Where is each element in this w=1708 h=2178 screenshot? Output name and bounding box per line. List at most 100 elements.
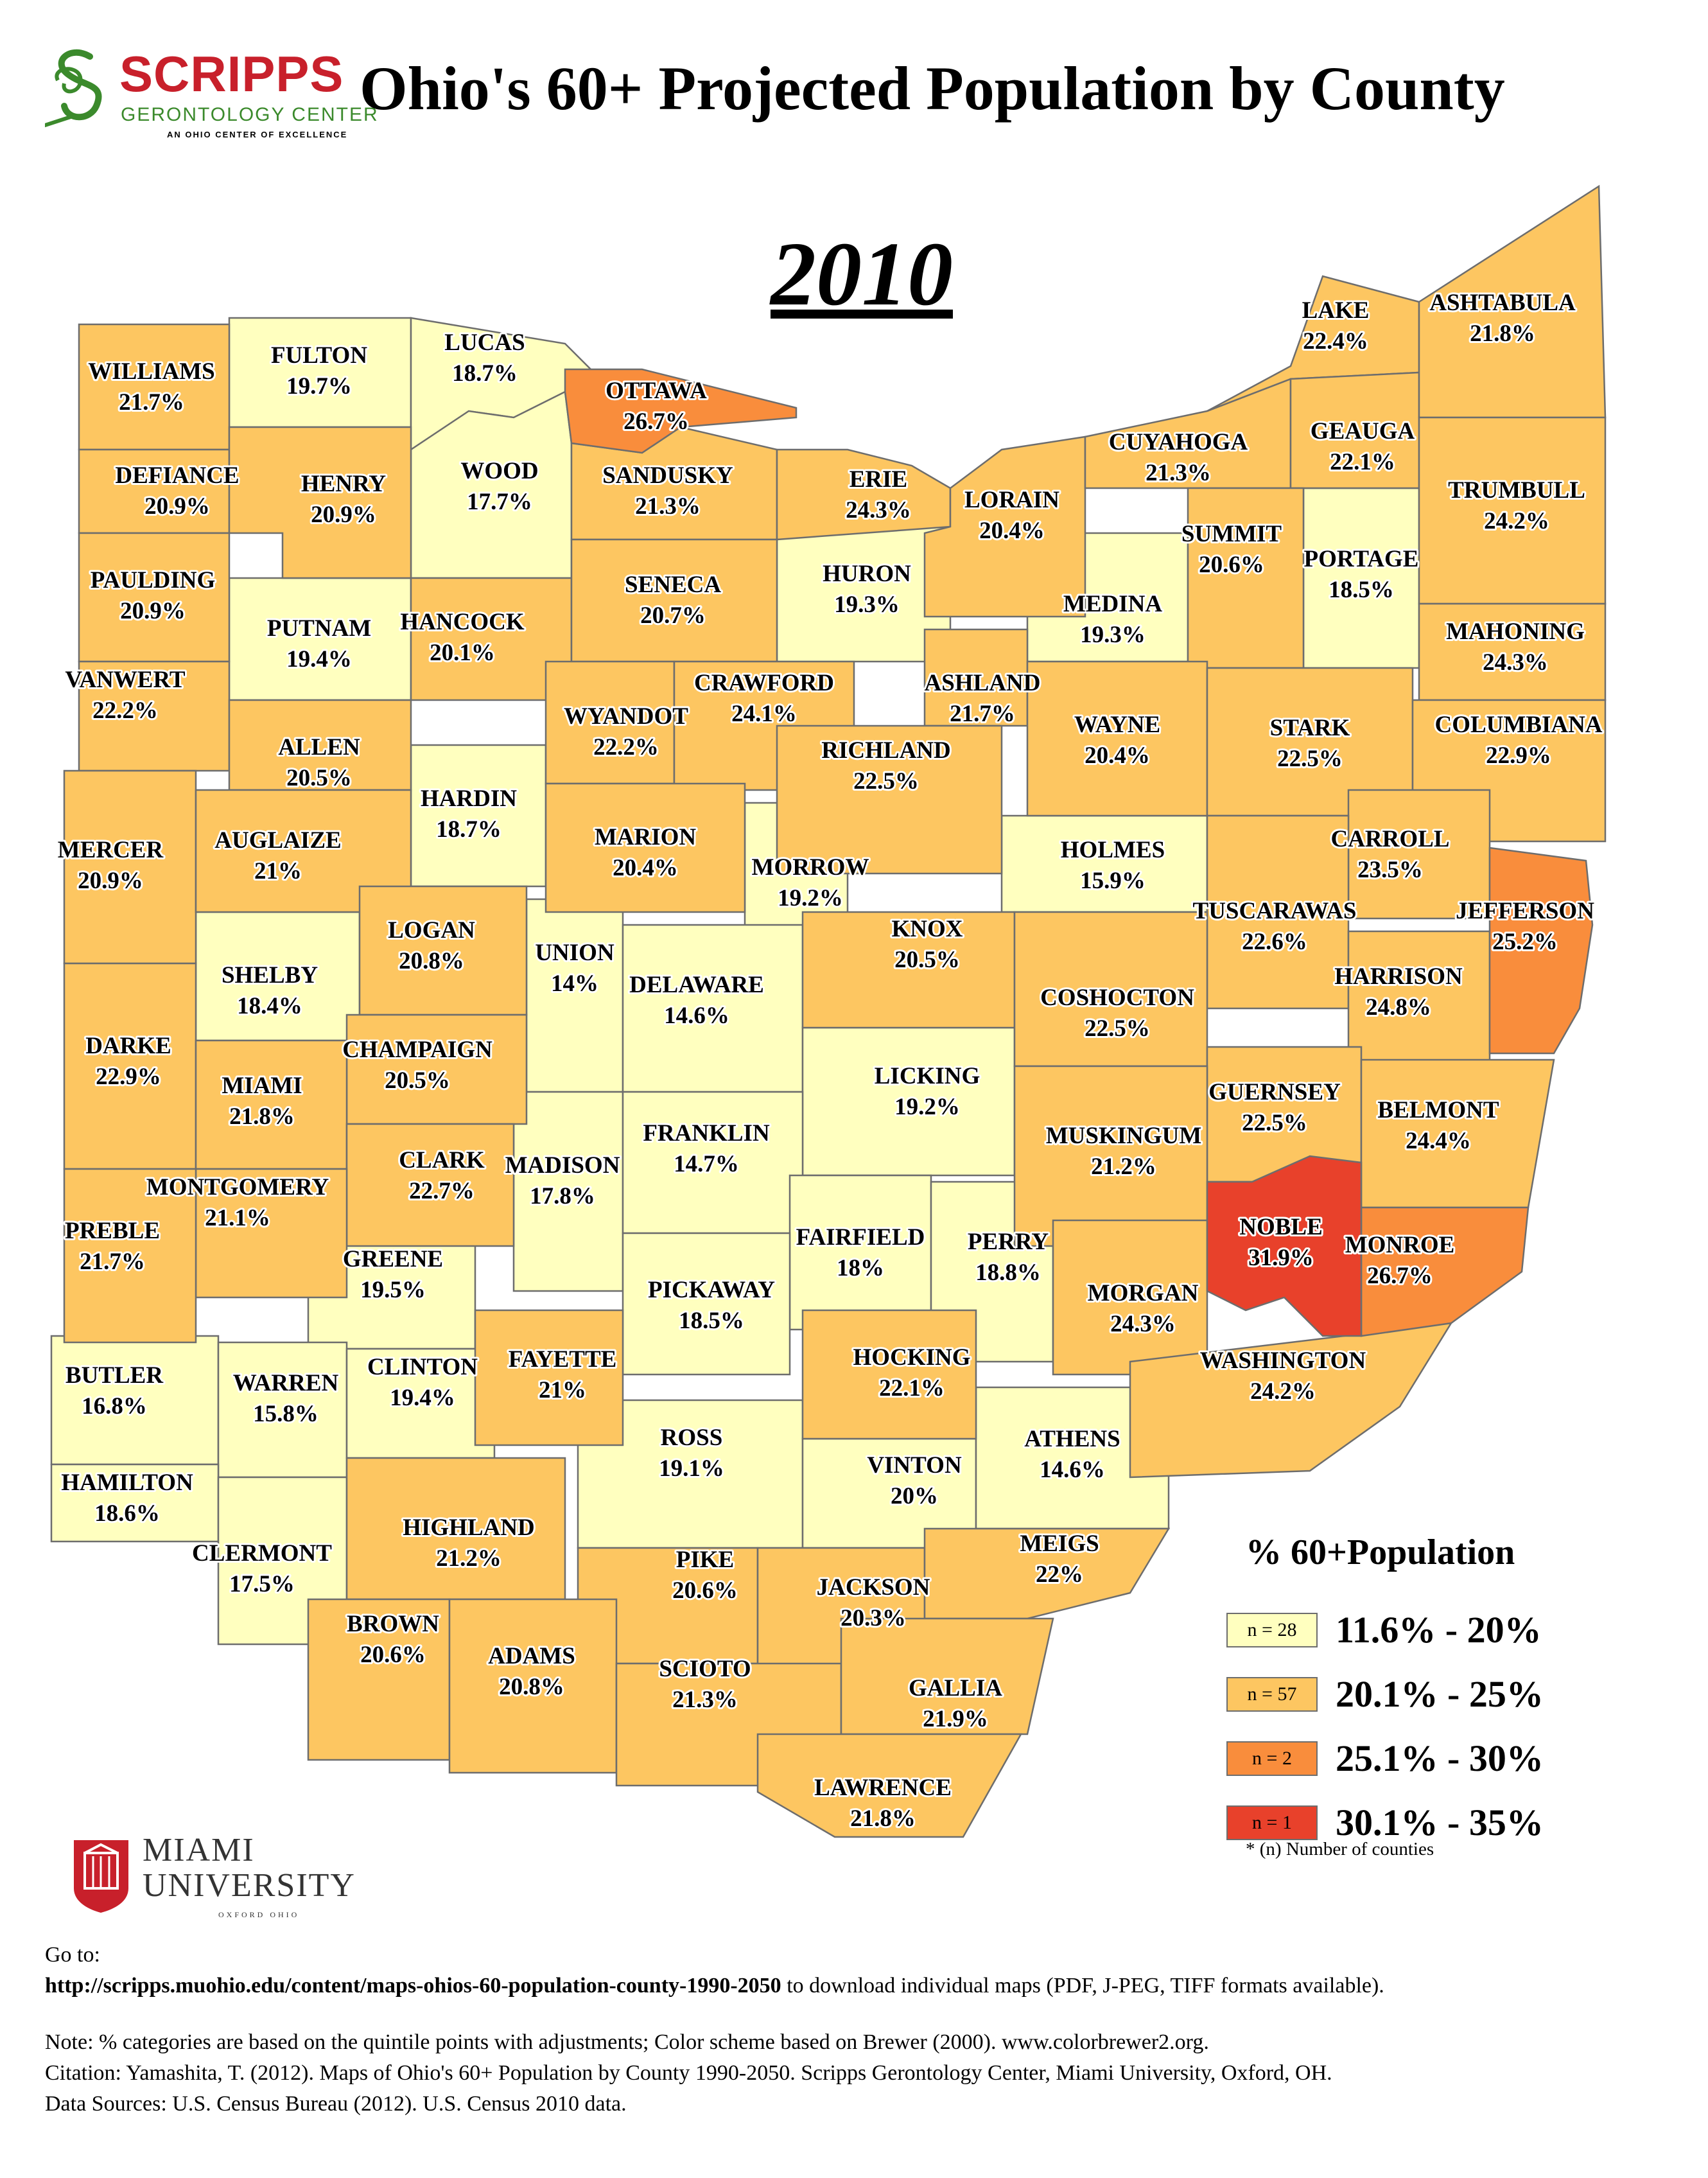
county-richland — [776, 725, 1003, 875]
county-name-label: RICHLAND — [821, 737, 950, 764]
county-value-label: 20.9% — [78, 868, 143, 894]
legend-range: 30.1% - 35% — [1336, 1802, 1544, 1843]
county-jefferson — [1488, 847, 1594, 1055]
county-value-label: 20.5% — [286, 765, 352, 791]
scripps-swirl-icon — [45, 49, 102, 127]
county-williams — [78, 323, 231, 451]
map-title: Ohio's 60+ Projected Population by Count… — [360, 54, 1505, 123]
county-name-label: UNION — [535, 940, 614, 966]
footer-sources: Data Sources: U.S. Census Bureau (2012).… — [45, 2092, 627, 2116]
county-name-label: WAYNE — [1074, 712, 1160, 738]
county-name-label: CLERMONT — [192, 1540, 332, 1567]
county-value-label: 17.8% — [530, 1183, 595, 1209]
county-summit — [1187, 487, 1305, 669]
county-meigs — [923, 1527, 1171, 1620]
legend-swatch: n = 57 — [1226, 1677, 1318, 1712]
county-name-label: SENECA — [625, 572, 721, 598]
county-name-label: BROWN — [347, 1611, 439, 1637]
county-wayne — [1026, 660, 1208, 817]
county-value-label: 20.5% — [894, 947, 960, 973]
county-value-label: 22.1% — [1330, 449, 1395, 475]
county-name-label: MERCER — [58, 837, 164, 863]
county-name-label: PICKAWAY — [648, 1277, 775, 1303]
county-value-label: 20.1% — [430, 640, 495, 666]
county-name-label: JACKSON — [817, 1574, 930, 1601]
county-value-label: 15.9% — [1080, 868, 1146, 894]
county-value-label: 18.7% — [452, 360, 518, 387]
footer-note: Note: % categories are based on the quin… — [45, 2030, 1209, 2054]
county-value-label: 17.5% — [229, 1571, 295, 1597]
county-value-label: 22.2% — [593, 734, 659, 760]
county-name-label: BELMONT — [1377, 1097, 1499, 1123]
county-name-label: ROSS — [661, 1425, 723, 1451]
county-name-label: HAMILTON — [61, 1470, 193, 1496]
county-value-label: 21.3% — [635, 493, 701, 520]
county-name-label: DELAWARE — [629, 972, 764, 998]
county-name-label: GUERNSEY — [1208, 1079, 1341, 1105]
county-name-label: WARREN — [233, 1370, 339, 1396]
county-value-label: 14.6% — [664, 1003, 729, 1029]
legend-title: % 60+Population — [1246, 1533, 1515, 1572]
county-name-label: MORGAN — [1088, 1280, 1199, 1306]
county-name-label: WOOD — [460, 458, 538, 484]
footer-citation: Citation: Yamashita, T. (2012). Maps of … — [45, 2061, 1332, 2085]
county-value-label: 22% — [1036, 1561, 1083, 1588]
county-name-label: MADISON — [505, 1152, 620, 1179]
legend-swatch: n = 2 — [1226, 1741, 1318, 1776]
county-name-label: MONTGOMERY — [146, 1174, 329, 1200]
county-erie — [776, 448, 952, 541]
scripps-logo: SCRIPPS GERONTOLOGY CENTER AN OHIO CENTE… — [45, 45, 379, 148]
county-fairfield — [789, 1174, 932, 1331]
county-name-label: SUMMIT — [1181, 521, 1282, 547]
county-value-label: 22.7% — [409, 1178, 475, 1204]
download-link[interactable]: http://scripps.muohio.edu/content/maps-o… — [45, 1974, 781, 1998]
county-value-label: 22.2% — [92, 698, 158, 724]
county-name-label: AUGLAIZE — [214, 827, 341, 854]
county-name-label: PUTNAM — [267, 615, 371, 642]
legend: % 60+Population n = 28 11.6% - 20% n = 5… — [1226, 1532, 1689, 1879]
county-value-label: 21.3% — [672, 1687, 738, 1713]
county-name-label: CHAMPAIGN — [342, 1037, 492, 1063]
county-name-label: LICKING — [875, 1063, 980, 1089]
county-value-label: 21.2% — [1091, 1154, 1156, 1180]
county-value-label: 21.1% — [205, 1205, 270, 1231]
footer-goto: Go to: — [45, 1943, 100, 1967]
county-name-label: FAYETTE — [509, 1346, 617, 1373]
county-name-label: PIKE — [676, 1547, 734, 1573]
county-name-label: WASHINGTON — [1200, 1348, 1366, 1374]
county-value-label: 21.8% — [850, 1805, 916, 1832]
county-value-label: 19.2% — [894, 1094, 960, 1120]
county-value-label: 24.2% — [1484, 508, 1549, 534]
county-name-label: ALLEN — [278, 734, 360, 760]
county-name-label: HOLMES — [1061, 837, 1165, 863]
county-name-label: PAULDING — [91, 567, 216, 593]
county-noble — [1206, 1155, 1363, 1337]
county-value-label: 20.6% — [672, 1577, 738, 1604]
county-name-label: NOBLE — [1239, 1214, 1323, 1240]
county-name-label: LAWRENCE — [814, 1775, 952, 1801]
county-name-label: CUYAHOGA — [1109, 429, 1248, 455]
county-value-label: 24.2% — [1250, 1378, 1316, 1405]
county-value-label: 26.7% — [1367, 1263, 1433, 1289]
county-value-label: 20.4% — [1085, 742, 1150, 769]
county-value-label: 24.8% — [1366, 994, 1431, 1021]
county-value-label: 20.9% — [120, 598, 186, 624]
county-value-label: 26.7% — [623, 408, 689, 435]
county-name-label: STARK — [1270, 715, 1350, 741]
county-value-label: 25.2% — [1492, 929, 1558, 955]
county-value-label: 18.5% — [679, 1308, 744, 1334]
miami-seal-icon — [74, 1840, 128, 1913]
miami-university-logo: MIAMI UNIVERSITY OXFORD OHIO — [71, 1831, 405, 1927]
county-name-label: MEDINA — [1063, 591, 1162, 617]
county-value-label: 20.7% — [640, 602, 706, 629]
county-value-label: 21.9% — [923, 1706, 988, 1732]
county-name-label: MAHONING — [1446, 619, 1585, 645]
county-name-label: HOCKING — [853, 1344, 971, 1371]
footer-download-line: http://scripps.muohio.edu/content/maps-o… — [45, 1971, 1689, 2001]
county-value-label: 22.5% — [1277, 746, 1343, 772]
county-value-label: 14.6% — [1040, 1457, 1105, 1483]
county-name-label: GREENE — [343, 1246, 443, 1272]
county-value-label: 20.3% — [841, 1605, 906, 1631]
county-name-label: MEIGS — [1020, 1531, 1099, 1557]
legend-range: 25.1% - 30% — [1336, 1737, 1544, 1779]
